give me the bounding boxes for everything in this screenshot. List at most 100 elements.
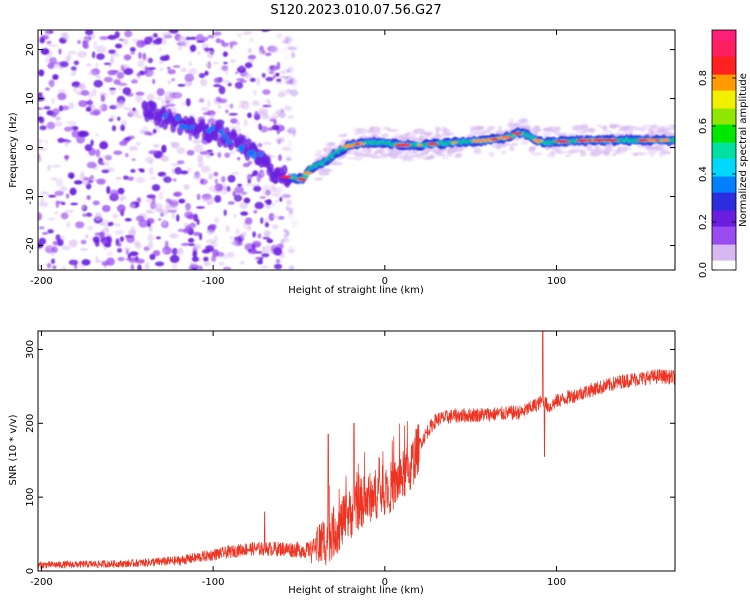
colorbar-step <box>712 258 736 261</box>
spectrogram-noise-blob <box>287 115 294 119</box>
spectrogram-ridge-peak <box>302 171 314 175</box>
spectrogram-noise-blob <box>246 173 252 181</box>
spectrogram-noise-blob <box>189 44 197 53</box>
colorbar-step <box>712 222 736 225</box>
spectrogram-noise-blob <box>192 244 202 250</box>
spectrogram-noise-blob <box>239 65 245 71</box>
spectrogram-noise-blob <box>235 71 239 75</box>
spectrogram-noise-blob <box>73 180 83 185</box>
spectrogram-noise-blob <box>258 107 265 115</box>
spectrogram-noise-blob <box>229 125 239 129</box>
spectrogram-noise-blob <box>76 90 83 96</box>
spectrogram-halo-blob <box>518 117 530 124</box>
spectrogram-noise-blob <box>96 45 107 54</box>
spectrogram-noise-blob <box>238 100 249 104</box>
spectrogram-halo-blob <box>556 149 562 155</box>
spectrogram-noise-blob <box>119 236 125 242</box>
spectrogram-noise-blob <box>292 85 298 89</box>
spectrogram-halo-blob <box>362 153 374 158</box>
colorbar-step <box>712 196 736 199</box>
spectrogram-noise-blob <box>284 81 294 85</box>
spectrogram-ridge-band <box>240 134 247 145</box>
spectrogram-halo-blob <box>649 152 656 157</box>
spectrogram-noise-blob <box>84 144 93 152</box>
spectrogram-noise-blob <box>117 116 121 121</box>
spectrogram-noise-blob <box>185 98 191 107</box>
spectrogram-noise-blob <box>38 92 43 97</box>
spectrogram-noise-blob <box>136 243 142 250</box>
spectrogram-noise-blob <box>281 146 291 152</box>
spectrogram-noise-blob <box>196 193 201 201</box>
spectrogram-noise-blob <box>156 96 162 101</box>
spectrogram-halo-blob <box>314 177 323 181</box>
spectrogram-noise-blob <box>75 221 85 229</box>
spectrogram-noise-blob <box>122 38 129 45</box>
spectrogram-ridge-peak <box>602 138 619 142</box>
spectrogram-noise-blob <box>275 72 280 77</box>
spectrogram-noise-blob <box>171 211 176 220</box>
spectrogram-noise-blob <box>114 43 123 49</box>
spectrogram-halo-blob <box>498 145 507 149</box>
spectrogram-noise-blob <box>130 79 138 84</box>
colorbar-step <box>712 206 736 209</box>
spectrogram-noise-blob <box>284 56 290 60</box>
spectrogram-noise-blob <box>221 42 229 48</box>
spectrogram-noise-blob <box>288 265 295 270</box>
spectrogram-halo-blob <box>566 150 574 154</box>
spectrogram-noise-blob <box>123 175 129 180</box>
spectrogram-halo-blob <box>657 148 669 152</box>
spectrogram-halo-blob <box>388 151 397 157</box>
colorbar-step <box>712 162 736 165</box>
spectrogram-noise-blob <box>38 143 42 147</box>
spectrogram-noise-blob <box>260 217 264 224</box>
snr-x-tick-label: 100 <box>547 577 566 588</box>
colorbar-step <box>712 70 736 73</box>
spectrogram-noise-blob <box>254 110 259 118</box>
spectrogram-noise-blob <box>263 245 274 254</box>
spectrogram-noise-blob <box>71 129 80 138</box>
spectrogram-noise-blob <box>178 198 186 204</box>
spectrogram-noise-blob <box>253 90 257 96</box>
spectrogram-noise-blob <box>247 112 252 119</box>
spectrogram-noise-blob <box>281 40 289 44</box>
spectrogram-noise-blob <box>52 74 59 80</box>
spectrogram-noise-blob <box>144 65 148 74</box>
spectrogram-ridge-spot <box>189 125 195 131</box>
spectrogram-noise-blob <box>176 147 186 155</box>
colorbar-step <box>712 148 736 151</box>
colorbar-step <box>712 156 736 159</box>
spectrogram-noise-blob <box>237 33 243 38</box>
spectrogram-noise-blob <box>77 40 81 45</box>
spectrogram-noise-blob <box>116 204 126 213</box>
spectrogram-halo-blob <box>353 155 364 161</box>
colorbar-step <box>712 30 736 33</box>
spectrogram-noise-blob <box>202 112 211 116</box>
spectrogram-noise-blob <box>233 194 243 202</box>
spectrogram-noise-blob <box>253 209 258 214</box>
spectrogram-noise-blob <box>109 115 116 122</box>
colorbar-step <box>712 192 736 195</box>
spectrogram-halo-blob <box>375 151 383 155</box>
spectrogram-noise-blob <box>82 40 88 49</box>
spectrogram-noise-blob <box>51 164 62 169</box>
spectrogram-halo-blob <box>623 130 634 135</box>
spectrogram-noise-blob <box>119 140 128 146</box>
spectrogram-ridge-spot <box>257 151 263 157</box>
snr-y-tick-label: 0 <box>25 568 36 574</box>
spectrogram-halo-blob <box>402 157 407 162</box>
spectrogram-noise-blob <box>95 149 101 158</box>
spectrogram-noise-blob <box>244 72 252 79</box>
spectrogram-noise-blob <box>207 34 215 39</box>
spectrogram-noise-blob <box>203 256 209 262</box>
spectrogram-halo-blob <box>318 171 330 176</box>
spectrogram-noise-blob <box>206 201 212 206</box>
colorbar-step <box>712 108 736 111</box>
spectrogram-halo-blob <box>546 126 558 132</box>
spectrogram-noise-blob <box>221 175 226 183</box>
spectrogram-noise-blob <box>256 77 261 86</box>
spectrogram-noise-blob <box>264 230 270 238</box>
colorbar-step <box>712 96 736 99</box>
spectrogram-noise-blob <box>106 257 115 266</box>
spectrogram-ridge-peak <box>476 139 492 142</box>
spectrogram-halo-blob <box>422 148 430 154</box>
